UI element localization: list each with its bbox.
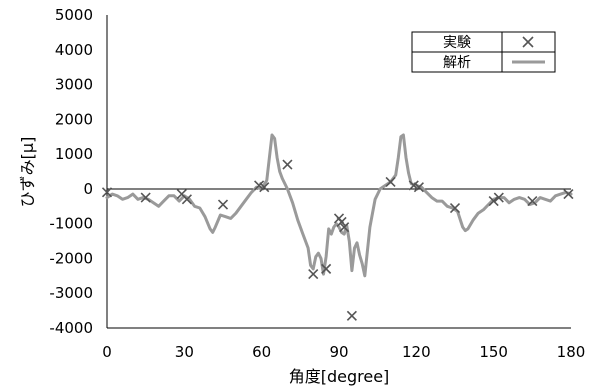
y-tick-label: -2000	[49, 249, 93, 267]
data-point-experiment	[493, 192, 504, 203]
y-tick-label: 2000	[55, 110, 93, 128]
x-tick-label: 180	[557, 343, 586, 361]
series-line-analysis	[105, 133, 573, 278]
y-axis-title: ひずみ[μ]	[18, 137, 37, 208]
legend-label-experiment: 実験	[443, 35, 471, 51]
data-point-experiment	[308, 269, 319, 280]
data-point-experiment	[527, 195, 538, 207]
y-tick-labels: 5000 4000 3000 2000 1000 0 -1000 -2000 -3000 -400…	[49, 6, 93, 337]
plot-area	[106, 15, 571, 329]
y-tick-label: -3000	[49, 284, 93, 302]
y-tick-label: 4000	[55, 41, 93, 59]
x-tick-label: 150	[479, 343, 508, 361]
data-point-experiment	[488, 195, 499, 207]
data-point-experiment	[181, 194, 192, 205]
y-tick-label: 5000	[55, 6, 93, 24]
y-tick-label: 1000	[55, 145, 93, 163]
data-point-experiment	[217, 199, 229, 210]
data-point-experiment	[449, 202, 461, 214]
x-axis-title: 角度[degree]	[289, 367, 390, 386]
data-point-experiment	[346, 310, 357, 321]
legend-label-analysis: 解析	[443, 55, 471, 71]
data-point-experiment	[413, 182, 424, 193]
x-tick-labels: 0 30 60 90 120 150 180	[102, 343, 585, 361]
series-layer	[101, 133, 574, 321]
data-point-experiment	[339, 222, 350, 233]
data-point-experiment	[101, 187, 113, 198]
data-point-experiment	[259, 182, 270, 193]
data-point-experiment	[282, 159, 293, 170]
y-tick-label: -4000	[49, 319, 93, 337]
legend-marker-x-icon	[522, 36, 534, 48]
data-point-experiment	[336, 216, 347, 227]
x-tick-label: 120	[402, 343, 431, 361]
data-point-experiment	[385, 176, 396, 187]
x-tick-label: 90	[329, 343, 348, 361]
data-point-experiment	[140, 192, 151, 203]
data-point-experiment	[321, 263, 332, 274]
x-tick-label: 0	[102, 343, 112, 361]
y-tick-label: 3000	[55, 76, 93, 94]
data-point-experiment	[563, 189, 574, 200]
y-tick-label: 0	[83, 180, 93, 198]
y-tick-label: -1000	[49, 215, 93, 233]
legend: 実験 解析	[411, 31, 556, 73]
x-tick-label: 30	[175, 343, 194, 361]
x-tick-label: 60	[252, 343, 271, 361]
